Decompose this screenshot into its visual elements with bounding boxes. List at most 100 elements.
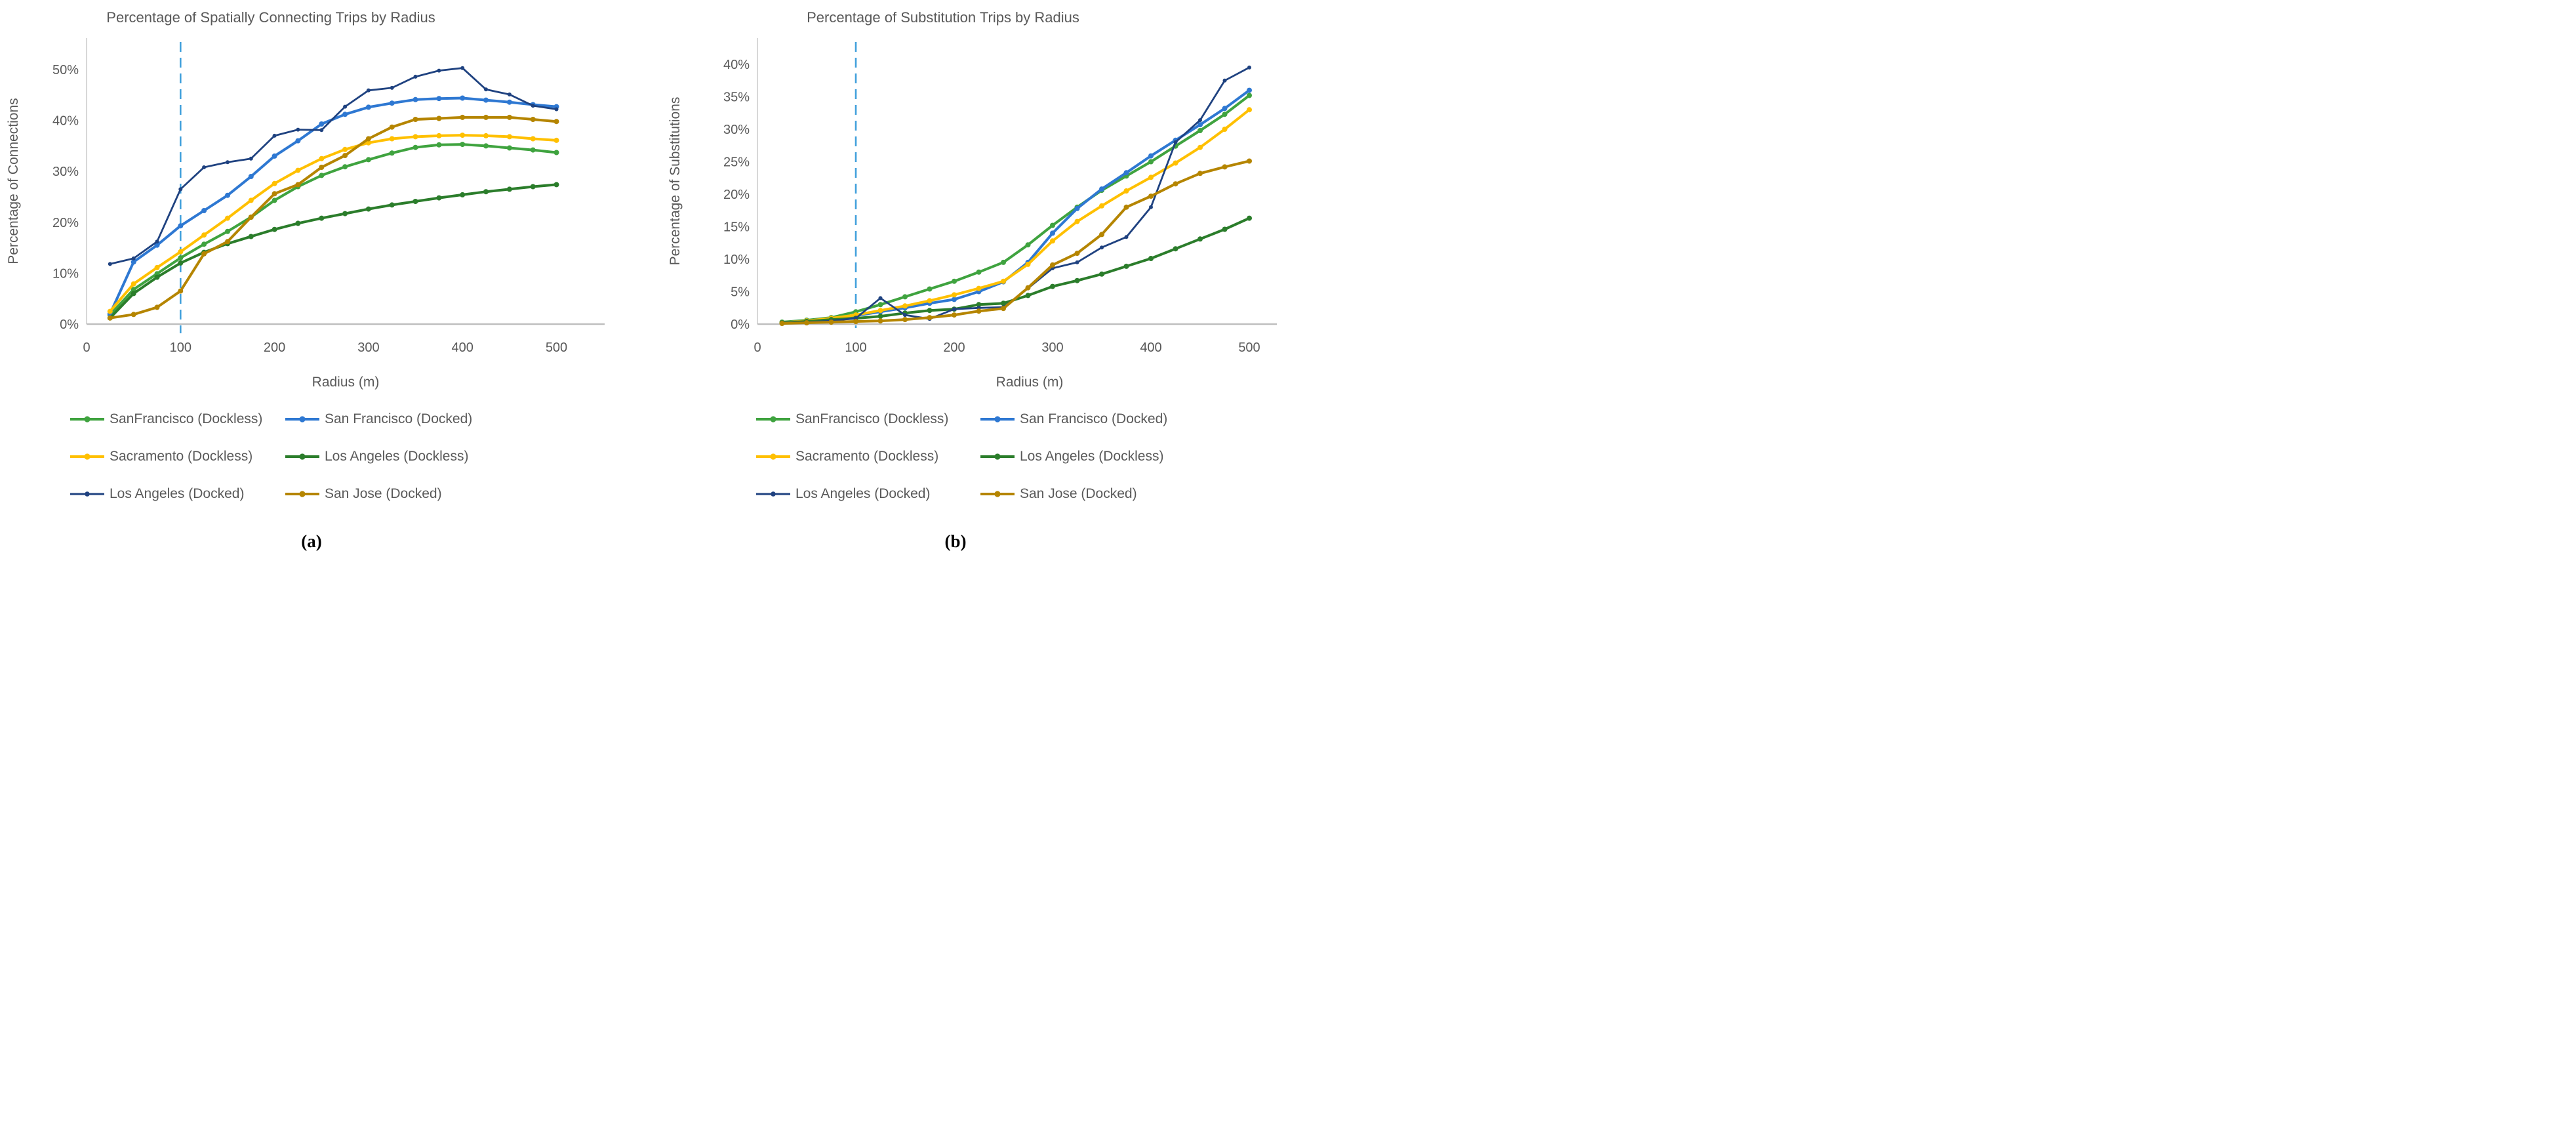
series-san-francisco-docked	[107, 95, 559, 317]
data-point	[1100, 245, 1104, 250]
data-point	[877, 318, 883, 324]
data-point	[483, 97, 489, 103]
data-point	[154, 242, 160, 248]
series-sanfrancisco-dockless	[107, 142, 559, 318]
data-point	[1075, 260, 1079, 264]
legend-label: Sacramento (Dockless)	[795, 448, 939, 464]
data-point	[202, 165, 207, 169]
data-point	[1173, 160, 1178, 166]
data-point	[272, 180, 277, 186]
data-point	[460, 142, 466, 148]
connections-line-chart: 0% 10% 20% 30% 40% 50% 0 100 200 300 400 500 Radius …	[6, 38, 605, 390]
data-point	[554, 107, 559, 112]
series-san-francisco-docked	[779, 87, 1252, 325]
data-point	[530, 117, 536, 122]
data-point	[1074, 278, 1080, 283]
data-point	[107, 315, 113, 321]
data-point	[460, 66, 465, 70]
tick-labels: 0% 5% 10% 15% 20% 25% 30% 35% 40% 0 100 200 300 400 50…	[723, 58, 1260, 355]
data-point	[952, 278, 957, 284]
data-point	[1173, 140, 1178, 144]
data-point	[201, 251, 207, 257]
y-tick-label: 40%	[52, 114, 79, 129]
y-tick-label: 0%	[60, 318, 79, 332]
legend-swatch-icon	[285, 415, 319, 423]
y-tick-label: 0%	[731, 318, 750, 332]
y-tick-label: 35%	[723, 91, 750, 105]
legend-label: SanFrancisco (Dockless)	[795, 411, 949, 426]
data-point	[1222, 78, 1227, 83]
data-point	[178, 249, 184, 255]
data-point	[1247, 87, 1252, 93]
legend-swatch-icon	[980, 453, 1015, 460]
data-point	[1074, 251, 1080, 257]
data-point	[342, 153, 348, 159]
x-tick-label: 300	[357, 340, 379, 355]
axes	[757, 38, 1277, 325]
panel-caption-a: (a)	[301, 531, 322, 551]
legend-swatch-icon	[70, 453, 104, 460]
legend-swatch-icon	[756, 415, 790, 423]
data-point	[460, 192, 466, 197]
data-point	[248, 174, 254, 179]
data-point	[460, 95, 466, 101]
y-tick-label: 25%	[723, 155, 750, 170]
data-point	[1025, 242, 1031, 248]
data-point	[1001, 306, 1006, 312]
y-tick-label: 15%	[723, 220, 750, 235]
data-point	[131, 259, 136, 265]
data-point	[1050, 238, 1055, 244]
data-point	[952, 307, 956, 312]
data-point	[1123, 188, 1129, 194]
y-tick-label: 10%	[52, 266, 79, 281]
legend-label: Los Angeles (Docked)	[795, 485, 931, 501]
data-point	[1197, 144, 1203, 150]
data-point	[272, 133, 277, 138]
legend-label: Los Angeles (Docked)	[110, 485, 245, 501]
data-point	[1197, 122, 1203, 128]
data-point	[389, 202, 395, 208]
data-point	[295, 167, 301, 173]
data-point	[531, 104, 535, 108]
series-sacramento-dockless	[107, 133, 559, 314]
data-point	[506, 134, 512, 140]
data-point	[272, 153, 277, 159]
data-point	[1050, 283, 1055, 289]
data-point	[1173, 246, 1178, 252]
panel-caption-b: (b)	[944, 531, 967, 551]
data-point	[154, 304, 160, 310]
data-point	[553, 150, 559, 155]
data-point	[389, 124, 395, 130]
data-point	[483, 189, 489, 195]
data-point	[154, 274, 160, 280]
legend-item-los-angeles-docked: Los Angeles (Docked)	[755, 486, 973, 502]
legend-swatch-icon	[756, 491, 790, 497]
legend-swatch-icon	[285, 453, 319, 460]
data-point	[131, 291, 136, 297]
data-point	[154, 264, 160, 270]
data-point	[131, 256, 136, 260]
data-point	[225, 192, 230, 198]
legend-item-san-jose-docked: San Jose (Docked)	[980, 486, 1167, 502]
data-point	[506, 186, 512, 192]
data-point	[927, 315, 933, 321]
data-point	[1222, 112, 1228, 117]
data-point	[902, 303, 908, 309]
data-point	[1001, 278, 1006, 284]
data-point	[952, 297, 957, 302]
data-point	[178, 187, 183, 192]
data-point	[413, 144, 418, 150]
x-tick-label: 200	[264, 340, 285, 355]
data-point	[436, 142, 442, 148]
data-point	[108, 262, 112, 266]
data-point	[342, 146, 348, 152]
data-point	[436, 133, 442, 138]
data-point	[1148, 153, 1154, 159]
data-point	[225, 228, 230, 234]
x-tick-label: 500	[1238, 340, 1260, 355]
data-point	[976, 302, 982, 308]
data-point	[272, 191, 277, 197]
data-point	[779, 321, 785, 326]
data-point	[1149, 205, 1153, 209]
legend-item-los-angeles-docked: Los Angeles (Docked)	[70, 486, 278, 502]
